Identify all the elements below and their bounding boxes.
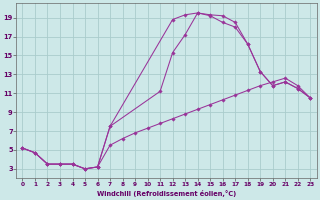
X-axis label: Windchill (Refroidissement éolien,°C): Windchill (Refroidissement éolien,°C) xyxy=(97,190,236,197)
